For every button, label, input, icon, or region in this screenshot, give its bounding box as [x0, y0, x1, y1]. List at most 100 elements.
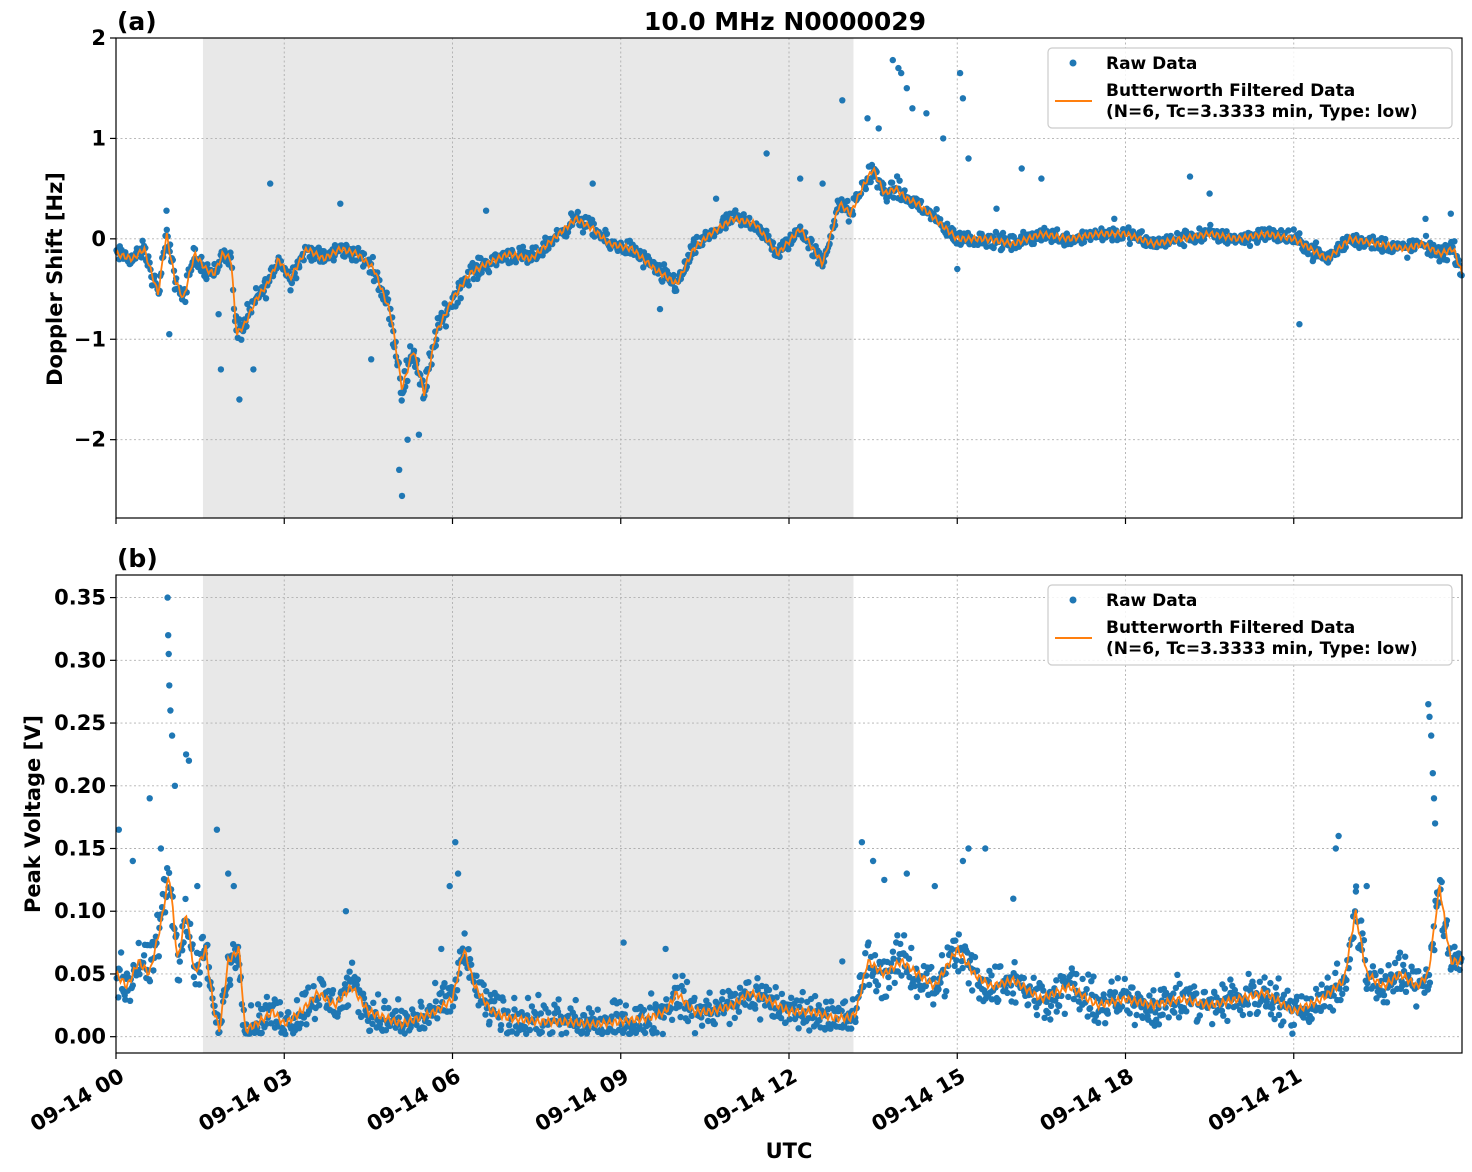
- raw-point: [537, 1010, 545, 1017]
- raw-point: [310, 983, 317, 990]
- raw-point-outlier: [1332, 845, 1340, 852]
- raw-point-outlier: [171, 782, 179, 789]
- raw-point: [381, 997, 388, 1005]
- raw-point: [1318, 981, 1325, 988]
- raw-point: [1165, 1014, 1172, 1021]
- raw-point-outlier: [115, 826, 123, 833]
- raw-point: [1321, 1003, 1328, 1010]
- raw-point-outlier: [167, 707, 174, 714]
- y-tick-label: 0.10: [54, 899, 106, 923]
- raw-point: [1090, 973, 1097, 980]
- raw-point: [670, 271, 677, 279]
- raw-point: [911, 982, 918, 990]
- raw-point: [285, 1009, 292, 1016]
- raw-point: [659, 278, 666, 285]
- raw-point: [646, 1021, 653, 1028]
- raw-point: [1236, 1007, 1244, 1014]
- raw-point: [672, 973, 679, 980]
- raw-point: [288, 279, 296, 287]
- raw-point: [392, 1007, 400, 1015]
- raw-point-outlier: [903, 85, 910, 92]
- raw-point: [1231, 986, 1239, 994]
- raw-point: [786, 1016, 793, 1023]
- shade-rect: [202, 575, 854, 1053]
- raw-point: [449, 1003, 457, 1010]
- raw-point: [175, 977, 183, 984]
- raw-point: [528, 1003, 536, 1010]
- y-tick-label: 0.20: [54, 774, 106, 798]
- raw-point-outlier: [438, 945, 445, 953]
- x-tick-label: 09-14 03: [195, 1064, 297, 1137]
- raw-point-outlier: [889, 56, 896, 64]
- raw-point: [236, 316, 243, 323]
- raw-point: [866, 981, 873, 989]
- raw-point: [659, 1030, 666, 1038]
- raw-point: [1233, 1002, 1240, 1009]
- raw-point: [822, 998, 830, 1005]
- night-shade-region: [202, 575, 854, 1053]
- raw-point: [763, 227, 770, 234]
- raw-point: [1359, 930, 1366, 937]
- raw-point: [563, 1029, 570, 1037]
- figure-title: 10.0 MHz N0000029: [644, 7, 926, 36]
- raw-point: [238, 336, 245, 343]
- raw-point-outlier: [712, 195, 720, 202]
- filtered-data-line: [115, 875, 1463, 1035]
- raw-point: [1121, 975, 1129, 983]
- raw-point: [757, 1016, 764, 1023]
- raw-point: [933, 206, 940, 213]
- raw-point: [555, 996, 562, 1003]
- raw-point: [1333, 960, 1341, 967]
- raw-point: [1223, 228, 1230, 235]
- raw-point: [965, 980, 972, 987]
- y-tick-label: 0.25: [54, 711, 106, 735]
- raw-point: [506, 1021, 513, 1029]
- raw-point-outlier: [368, 356, 375, 363]
- raw-point: [1083, 986, 1090, 993]
- raw-point: [1129, 984, 1136, 991]
- raw-point: [1102, 1020, 1109, 1027]
- raw-point: [785, 246, 792, 253]
- raw-point: [146, 978, 154, 985]
- raw-point-outlier: [1363, 882, 1370, 890]
- raw-point: [1056, 1002, 1063, 1010]
- x-axis-ticks: 09-14 00 09-14 03 09-14 06 09-14 09 09-14 12…: [26, 1053, 1306, 1136]
- raw-point: [293, 997, 301, 1004]
- legend-raw-marker: [1069, 59, 1077, 67]
- y-axis-ticks: −2 −1 0 1 2: [74, 26, 116, 452]
- raw-point: [138, 254, 145, 261]
- raw-point: [447, 1008, 454, 1015]
- raw-point: [988, 996, 996, 1003]
- raw-point-outlier: [858, 839, 866, 846]
- raw-point: [777, 1014, 785, 1022]
- raw-point: [1369, 963, 1377, 970]
- raw-point: [1239, 1011, 1247, 1019]
- raw-point: [1413, 1003, 1420, 1010]
- raw-point: [1159, 1011, 1166, 1018]
- raw-point: [752, 1005, 759, 1012]
- raw-point: [302, 989, 309, 996]
- raw-point: [1104, 1010, 1112, 1017]
- raw-point: [236, 961, 243, 968]
- raw-point: [1180, 242, 1188, 250]
- x-tick-label: 09-14 09: [531, 1064, 633, 1137]
- raw-point: [297, 1020, 305, 1027]
- raw-point: [1330, 992, 1337, 999]
- raw-point: [698, 1014, 705, 1021]
- raw-point: [418, 1003, 425, 1010]
- raw-point: [454, 299, 461, 306]
- raw-point: [705, 1001, 712, 1009]
- raw-point: [1250, 983, 1257, 990]
- raw-point-outlier: [909, 105, 916, 112]
- raw-point: [1209, 1020, 1216, 1028]
- y-tick-label: 0.00: [54, 1025, 106, 1049]
- raw-point: [1084, 1013, 1091, 1020]
- raw-point: [285, 268, 292, 275]
- filtered-line: [115, 166, 1463, 397]
- raw-point: [1176, 980, 1183, 987]
- raw-point: [806, 1027, 813, 1034]
- y-tick-label: 0: [91, 227, 106, 251]
- raw-point: [849, 996, 857, 1003]
- raw-point: [941, 993, 948, 1000]
- raw-point: [735, 1008, 743, 1015]
